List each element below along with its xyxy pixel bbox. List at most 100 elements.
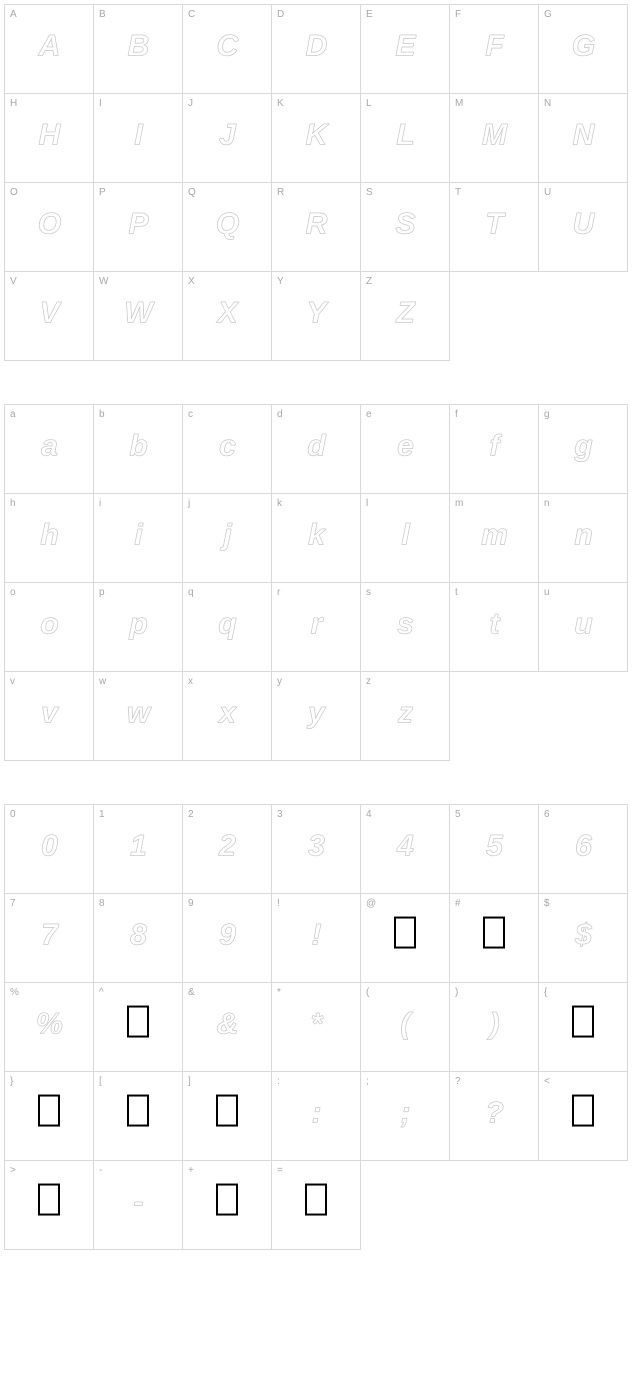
glyph: g [574,429,591,463]
glyph-cell: TT [449,182,539,272]
glyph: I [134,118,141,152]
glyph-cell: # [449,893,539,983]
outline-glyph: l [401,518,408,551]
outline-glyph: k [308,518,324,551]
glyph-cell: ff [449,404,539,494]
character-map: AABBCCDDEEFFGGHHIIJJKKLLMMNNOOPPQQRRSSTT… [4,4,636,1249]
glyph: O [38,207,60,241]
glyph: 9 [219,918,235,952]
cell-label: c [188,409,193,420]
outline-glyph: - [134,1185,143,1218]
glyph-cell: CC [182,4,272,94]
block-uppercase: AABBCCDDEEFFGGHHIIJJKKLLMMNNOOPPQQRRSSTT… [4,4,636,360]
outline-glyph: c [219,429,235,462]
cell-label: A [10,9,17,20]
glyph [572,1006,594,1043]
glyph: J [219,118,235,152]
cell-label: B [99,9,106,20]
cell-label: q [188,587,194,598]
outline-glyph: ; [401,1096,410,1129]
outline-glyph: u [574,607,591,640]
glyph: K [306,118,327,152]
glyph-cell: = [271,1160,361,1250]
outline-glyph: 7 [41,918,57,951]
glyph: & [217,1007,238,1041]
outline-glyph: n [574,518,591,551]
glyph [572,1095,594,1132]
outline-glyph: & [217,1007,238,1040]
glyph: n [574,518,591,552]
glyph-cell: LL [360,93,450,183]
glyph-cell: 22 [182,804,272,894]
glyph-cell: ii [93,493,183,583]
glyph-cell: cc [182,404,272,494]
outline-glyph: o [40,607,57,640]
glyph-cell: 77 [4,893,94,983]
glyph-cell: ZZ [360,271,450,361]
glyph-cell: 88 [93,893,183,983]
outline-glyph: y [308,696,324,729]
cell-label: V [10,276,17,287]
cell-label: { [544,987,547,998]
glyph: f [490,429,499,463]
cell-label: Q [188,187,196,198]
cell-label: C [188,9,195,20]
glyph-cell: 44 [360,804,450,894]
cell-label: - [99,1165,102,1176]
glyph-cell: SS [360,182,450,272]
outline-glyph: K [306,118,327,151]
outline-glyph: v [41,696,57,729]
glyph: 1 [130,829,146,863]
outline-glyph: H [39,118,60,151]
cell-label: ) [455,987,458,998]
outline-glyph: : [312,1096,321,1129]
glyph: C [217,29,238,63]
outline-glyph: h [40,518,57,551]
glyph: s [397,607,413,641]
cell-label: t [455,587,458,598]
glyph: h [40,518,57,552]
cell-label: ^ [99,987,104,998]
cell-label: 7 [10,898,16,909]
cell-label: s [366,587,371,598]
glyph-cell: OO [4,182,94,272]
glyph-cell: 33 [271,804,361,894]
glyph-cell: XX [182,271,272,361]
glyph: U [573,207,594,241]
glyph-cell: dd [271,404,361,494]
glyph-cell: PP [93,182,183,272]
glyph-cell: ;; [360,1071,450,1161]
outline-glyph: 6 [575,829,591,862]
outline-glyph: I [134,118,141,151]
outline-glyph: m [481,518,507,551]
cell-label: o [10,587,16,598]
glyph-cell: hh [4,493,94,583]
cell-label: 4 [366,809,372,820]
outline-glyph: G [572,29,594,62]
outline-glyph: N [573,118,594,151]
cell-label: 6 [544,809,550,820]
cell-label: + [188,1165,194,1176]
outline-glyph: b [129,429,146,462]
glyph: ! [312,918,321,952]
missing-glyph-icon [216,1184,238,1216]
outline-glyph: r [311,607,322,640]
cell-label: l [366,498,368,509]
glyph: S [395,207,414,241]
glyph: 5 [486,829,502,863]
outline-glyph: P [128,207,147,240]
glyph-cell: 99 [182,893,272,983]
glyph-cell: ee [360,404,450,494]
cell-label: 3 [277,809,283,820]
glyph-cell: [ [93,1071,183,1161]
glyph-cell: < [538,1071,628,1161]
glyph: T [485,207,502,241]
glyph: - [134,1185,143,1219]
outline-glyph: R [306,207,327,240]
glyph-cell: jj [182,493,272,583]
glyph-cell: DD [271,4,361,94]
missing-glyph-icon [216,1095,238,1127]
glyph: B [128,29,149,63]
glyph: A [39,29,60,63]
outline-glyph: V [39,296,58,329]
